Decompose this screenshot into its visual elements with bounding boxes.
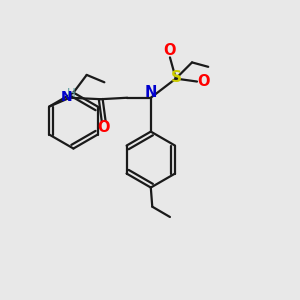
Text: O: O xyxy=(197,74,210,89)
Text: O: O xyxy=(164,44,176,59)
Text: O: O xyxy=(98,120,110,135)
Text: S: S xyxy=(171,70,182,85)
Text: N: N xyxy=(145,85,157,100)
Text: N: N xyxy=(61,90,72,104)
Text: H: H xyxy=(67,87,76,101)
